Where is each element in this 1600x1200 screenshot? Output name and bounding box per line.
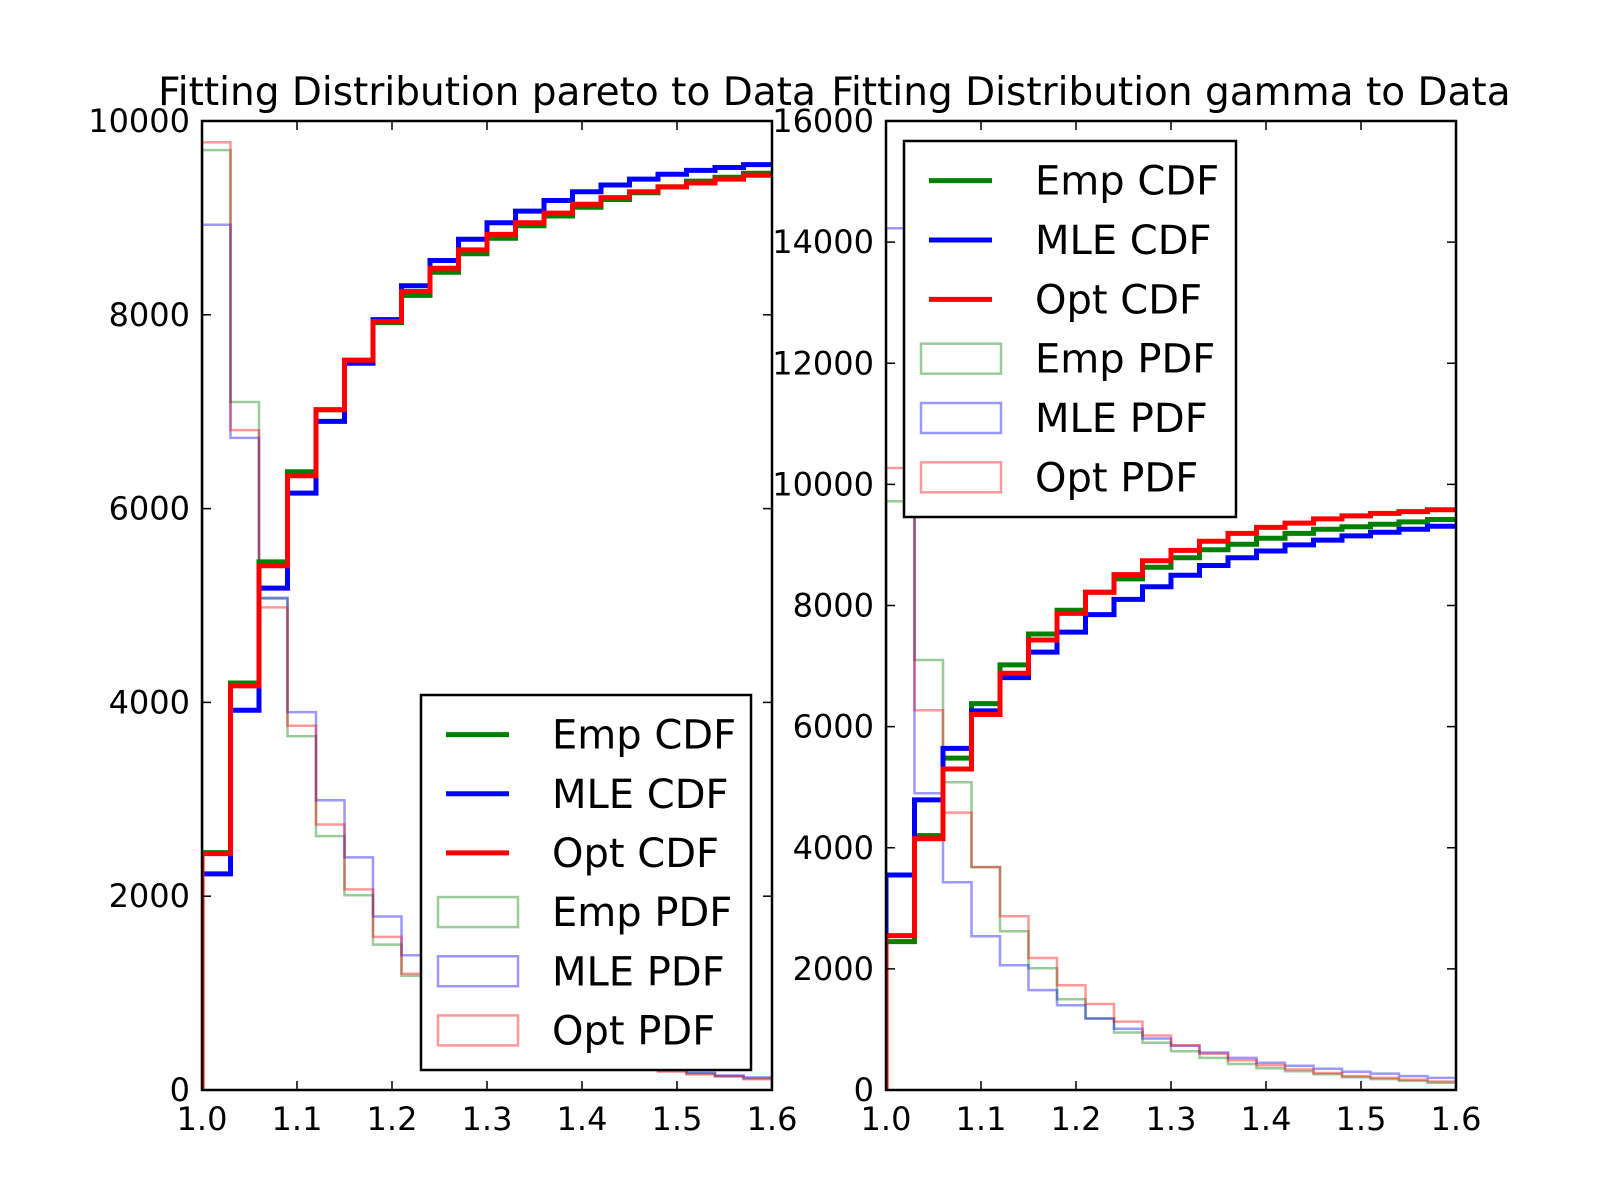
legend-swatch-opt-pdf <box>919 461 1003 494</box>
legend: Emp CDF MLE CDF Opt CDF Emp PDF MLE PDF Opt P… <box>902 139 1238 519</box>
x-tick-label: 1.5 <box>1336 1100 1387 1138</box>
legend-label-opt-pdf: Opt PDF <box>1035 455 1198 501</box>
x-tick-label: 1.3 <box>462 1100 513 1138</box>
y-tick-label: 2000 <box>109 877 190 915</box>
x-tick-label: 1.4 <box>557 1100 608 1138</box>
x-tick-label: 1.1 <box>272 1100 323 1138</box>
y-tick-label: 8000 <box>793 587 874 625</box>
x-tick-label: 1.3 <box>1146 1100 1197 1138</box>
series-opt-cdf <box>886 507 1456 1090</box>
legend-swatch-opt-pdf <box>436 1014 520 1047</box>
y-tick-label: 8000 <box>109 296 190 334</box>
legend-swatch-emp-pdf <box>436 895 520 929</box>
x-tick-label: 1.0 <box>861 1100 912 1138</box>
legend-box <box>902 139 1238 519</box>
chart-title: Fitting Distribution pareto to Data <box>158 70 816 115</box>
x-tick-label: 1.6 <box>1431 1100 1482 1138</box>
chart-pareto: 1.0 1.1 1.2 1.3 1.4 1.5 1.6 0 2000 4000 6000 8000 10… <box>88 70 816 1138</box>
legend-label-opt-cdf: Opt CDF <box>1035 277 1202 323</box>
y-tick-label: 0 <box>170 1071 190 1109</box>
x-tick-label: 1.5 <box>652 1100 703 1138</box>
x-tick-label: 1.2 <box>1051 1100 1102 1138</box>
legend-label-emp-cdf: Emp CDF <box>1035 159 1219 205</box>
legend-swatch-mle-pdf <box>919 401 1003 435</box>
y-tick-label: 14000 <box>772 223 874 261</box>
legend: Emp CDF MLE CDF Opt CDF Emp PDF MLE PDF Opt P… <box>419 693 753 1072</box>
y-tick-label: 0 <box>854 1071 874 1109</box>
y-tick-label: 4000 <box>109 683 190 721</box>
y-tick-label: 6000 <box>109 490 190 528</box>
legend-label-mle-cdf: MLE CDF <box>552 772 729 818</box>
x-tick-label: 1.4 <box>1241 1100 1292 1138</box>
legend-label-opt-pdf: Opt PDF <box>552 1008 715 1054</box>
legend-swatch-mle-pdf <box>436 955 520 988</box>
x-tick-label: 1.6 <box>747 1100 798 1138</box>
legend-label-mle-pdf: MLE PDF <box>552 949 725 995</box>
y-tick-label: 2000 <box>793 950 874 988</box>
x-tick-label: 1.0 <box>177 1100 228 1138</box>
legend-label-mle-pdf: MLE PDF <box>1035 396 1208 442</box>
legend-label-emp-pdf: Emp PDF <box>1035 337 1215 383</box>
series-mle-pdf <box>886 226 1456 1090</box>
legend-label-emp-cdf: Emp CDF <box>552 713 736 759</box>
y-tick-label: 4000 <box>793 829 874 867</box>
x-tick-label: 1.2 <box>367 1100 418 1138</box>
series-opt-cdf <box>202 172 772 1090</box>
y-tick-label: 10000 <box>88 102 190 140</box>
legend-swatch-emp-pdf <box>919 342 1003 375</box>
x-tick-label: 1.1 <box>956 1100 1007 1138</box>
chart-gamma: 1.0 1.1 1.2 1.3 1.4 1.5 1.6 0 2000 4000 6000 8000 10… <box>772 70 1510 1138</box>
series-opt-pdf <box>886 466 1456 1090</box>
chart-title: Fitting Distribution gamma to Data <box>831 70 1510 115</box>
y-tick-label: 16000 <box>772 102 874 140</box>
y-tick-label: 10000 <box>772 465 874 503</box>
y-tick-label: 12000 <box>772 344 874 382</box>
legend-label-opt-cdf: Opt CDF <box>552 831 719 877</box>
series-emp-pdf <box>886 500 1456 1090</box>
plot-area <box>886 226 1456 1090</box>
legend-label-emp-pdf: Emp PDF <box>552 890 732 936</box>
y-tick-label: 6000 <box>793 708 874 746</box>
legend-box <box>419 693 753 1072</box>
legend-label-mle-cdf: MLE CDF <box>1035 218 1212 264</box>
